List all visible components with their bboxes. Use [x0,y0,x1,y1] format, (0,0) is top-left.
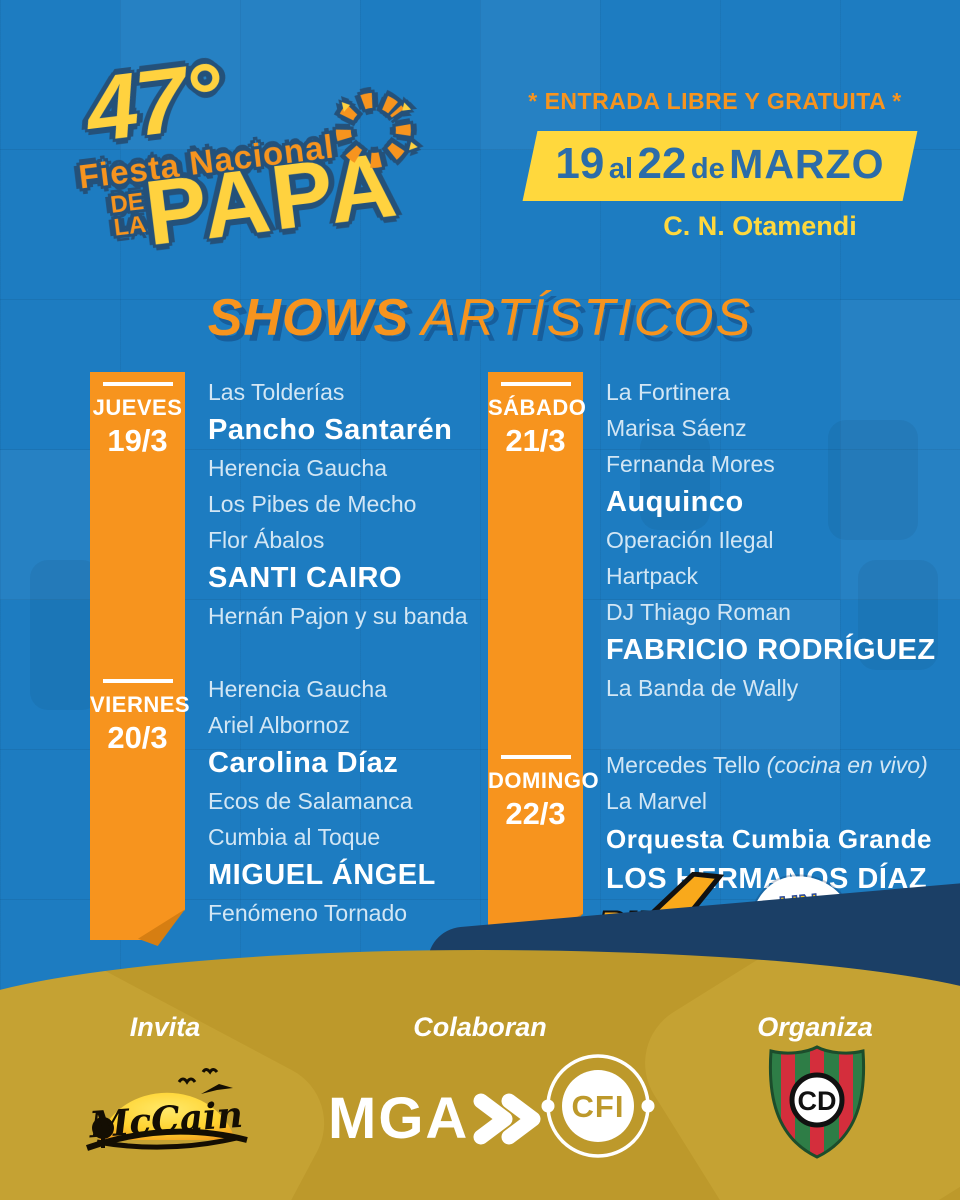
act-name: DJ Thiago Roman [606,599,791,625]
act-name: La Marvel [606,788,707,814]
act-name: Fenómeno Tornado [208,900,408,926]
act-name: Los Pibes de Mecho [208,491,417,517]
schedule-column-right: SÁBADO 21/3 La Fortinera Marisa Sáenz Fe… [488,372,935,954]
act-name: Hartpack [606,563,699,589]
day-group-domingo: DOMINGO 22/3 Mercedes Tello (cocina en v… [488,745,931,899]
act-name: Ariel Albornoz [208,712,350,738]
logo-la: LA [112,210,148,242]
date-al: al [609,153,634,185]
day-date: 22/3 [505,796,566,831]
day-date: 19/3 [107,423,168,458]
logo-de-la: DE LA [109,188,148,242]
day-ribbon-left [90,372,185,940]
act-name: Mercedes Tello (cocina en vivo) [606,752,928,778]
date-start: 19 [555,139,605,188]
act-name: Auquinco [606,486,744,518]
day-name: JUEVES [92,395,183,420]
dates-text: 19 al 22 de MARZO [556,139,885,189]
act-name: Ecos de Salamanca [208,788,413,814]
schedule-column-left: JUEVES 19/3 Las Tolderías Pancho Santaré… [90,372,480,950]
background-tile [480,0,600,150]
day-name: DOMINGO [488,768,600,793]
act-name: FABRICIO RODRÍGUEZ [606,634,936,666]
background-tile [600,600,840,750]
act-name: Flor Ábalos [208,527,325,553]
act-name: Herencia Gaucha [208,676,387,702]
sponsors-row: Invita Colaboran Organiza McCain [0,950,960,1200]
act-name: Carolina Díaz [208,747,399,779]
background-tile [840,300,960,600]
background-watermark [640,430,710,530]
act-name: Las Tolderías [208,379,345,405]
venue-text: C. N. Otamendi [663,211,857,241]
day-date: 21/3 [505,423,566,458]
background-watermark [858,560,938,670]
day-label: VIERNES 20/3 [90,669,191,931]
cd-crest-logo: CD [768,1045,866,1159]
day-rule [500,755,571,759]
day-rule [102,382,173,386]
section-title: SHOWS ARTÍSTICOS [0,288,960,348]
day-rule [102,679,173,683]
festival-logo: 47° Fiesta Nacional DE LA PAPA [60,31,434,287]
mga-logo: MGA [328,1090,547,1148]
acts-list: Mercedes Tello (cocina en vivo) La Marve… [583,745,932,899]
day-ribbon-right [488,372,583,944]
sunburst-icon [335,92,418,168]
act-note: (cocina en vivo) [766,752,928,778]
act-name: Cumbia al Toque [208,824,381,850]
background-watermark [828,420,918,540]
background-watermark [30,560,100,710]
act-name: SANTI CAIRO [208,562,402,594]
act-name: La Fortinera [606,379,731,405]
day-group-viernes: VIERNES 20/3 Herencia Gaucha Ariel Albor… [90,669,480,931]
mga-arrow-icon [473,1093,541,1145]
act-name: Operación Ilegal [606,527,774,553]
day-date: 20/3 [107,720,168,755]
day-name: VIERNES [90,692,191,717]
day-group-jueves: JUEVES 19/3 Las Tolderías Pancho Santaré… [90,372,480,669]
mccain-logo: McCain [86,1068,248,1151]
acts-list: La Fortinera Marisa Sáenz Fernanda Mores… [583,372,936,745]
day-group-sabado: SÁBADO 21/3 La Fortinera Marisa Sáenz Fe… [488,372,935,745]
organiza-label: Organiza [757,1012,873,1042]
invita-label: Invita [129,1012,201,1042]
date-month: MARZO [729,141,885,187]
act-name: Marisa Sáenz [606,415,747,441]
day-label: SÁBADO 21/3 [488,372,587,745]
act-name: Hernán Pajon y su banda [208,603,468,629]
event-info: * ENTRADA LIBRE Y GRATUITA * 19 al 22 de… [520,88,918,242]
act-name: Orquesta Cumbia Grande [606,824,932,854]
title-artisticos: ARTÍSTICOS [421,289,753,347]
title-shows: SHOWS [207,289,410,347]
cfi-logo: CFI [541,1054,655,1158]
act-name: Pancho Santarén [208,414,453,446]
cd-monogram: CD [798,1086,837,1116]
day-name: SÁBADO [488,395,587,420]
colaboran-label: Colaboran [413,1012,547,1042]
cfi-wordmark: CFI [572,1089,625,1124]
acts-list: Las Tolderías Pancho Santarén Herencia G… [185,372,480,669]
day-label: DOMINGO 22/3 [488,745,600,899]
act-name: La Banda de Wally [606,675,799,701]
mga-wordmark: MGA [328,1086,470,1151]
dates-banner: 19 al 22 de MARZO [522,131,918,201]
date-end: 22 [637,139,687,188]
free-admission-text: * ENTRADA LIBRE Y GRATUITA * [528,88,902,114]
acts-list: Herencia Gaucha Ariel Albornoz Carolina … [185,669,480,931]
logo-edition: 47° [80,44,226,162]
day-rule [500,382,571,386]
act-name: MIGUEL ÁNGEL [208,859,436,891]
day-label: JUEVES 19/3 [90,372,185,669]
act-name: Herencia Gaucha [208,455,387,481]
date-de: de [691,153,726,185]
act-name: Fernanda Mores [606,451,775,477]
background-tile [120,0,360,150]
